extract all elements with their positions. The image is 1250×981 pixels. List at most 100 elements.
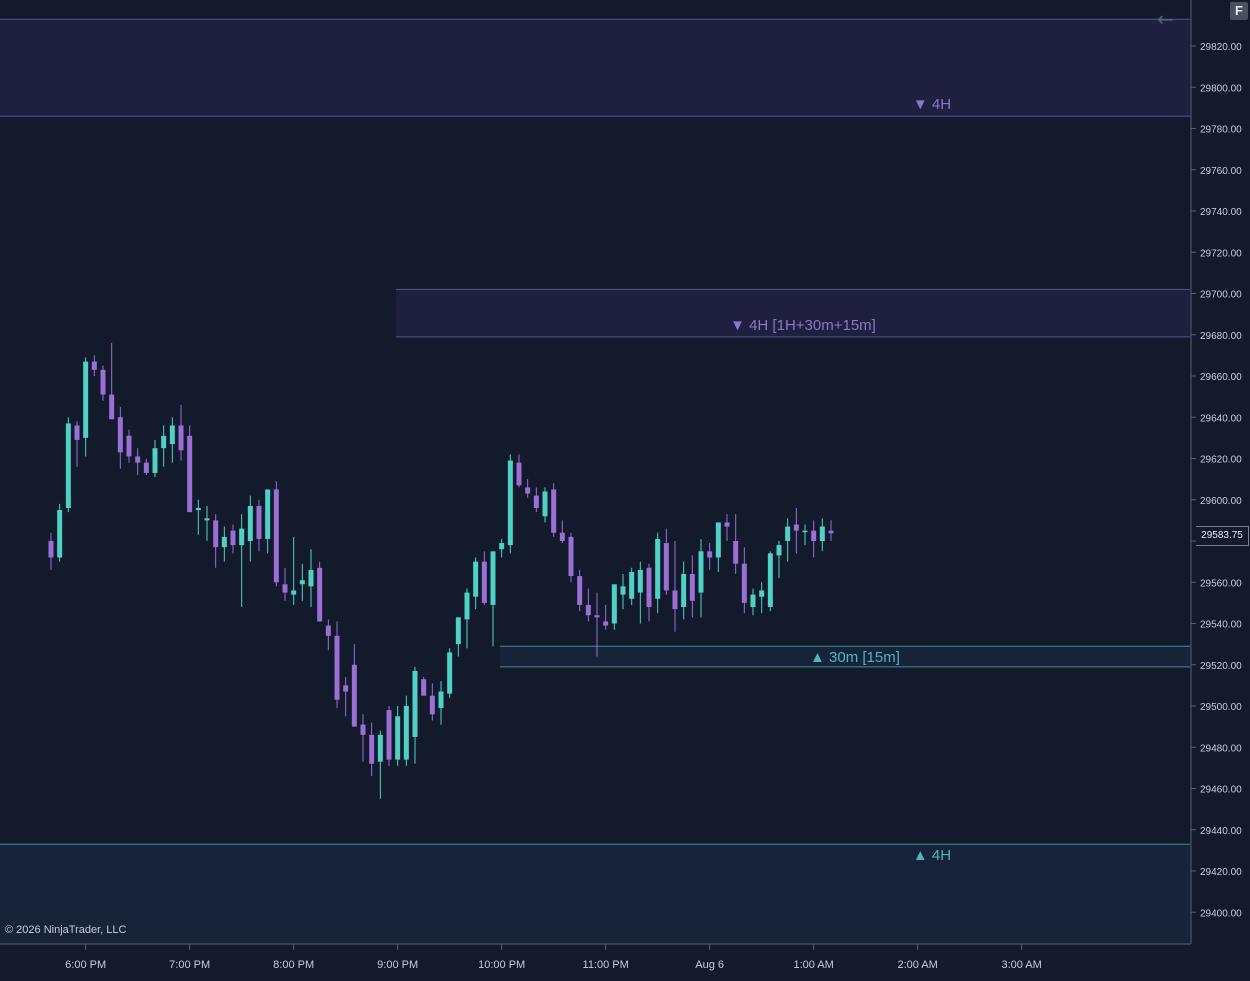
candle[interactable] [195,499,201,535]
candle[interactable] [759,582,765,614]
candle[interactable] [507,454,513,554]
candle[interactable] [343,677,349,717]
candle-body [490,551,496,605]
candle[interactable] [819,518,825,552]
candle-body [741,563,747,603]
candle[interactable] [559,520,565,544]
candle[interactable] [603,604,609,630]
candle[interactable] [360,714,366,762]
candle[interactable] [273,481,279,587]
candle[interactable] [672,541,678,632]
candle[interactable] [265,489,271,554]
candle[interactable] [438,681,444,725]
candle[interactable] [161,425,167,467]
candle[interactable] [308,549,314,607]
candle[interactable] [412,666,418,764]
candle[interactable] [91,355,97,376]
candle[interactable] [299,563,305,601]
candle[interactable] [542,487,548,523]
candle[interactable] [698,538,704,618]
candle[interactable] [455,617,461,657]
candle[interactable] [802,524,808,546]
candle[interactable] [681,561,687,620]
candle[interactable] [568,532,574,583]
candle[interactable] [204,505,210,541]
candle[interactable] [733,514,739,574]
candle[interactable] [256,499,262,552]
candle[interactable] [750,588,756,616]
candle[interactable] [143,458,149,476]
candle-body [299,580,305,585]
candle[interactable] [135,448,141,475]
candle[interactable] [785,518,791,562]
candle[interactable] [767,551,773,612]
candle[interactable] [741,547,747,614]
candle[interactable] [369,722,375,777]
candle[interactable] [481,551,487,605]
candle[interactable] [429,683,435,721]
candle[interactable] [83,357,89,457]
candle[interactable] [213,514,219,568]
candle[interactable] [646,563,652,622]
left-arrow-icon[interactable]: ← [1157,7,1174,31]
candle[interactable] [282,567,288,601]
candle[interactable] [793,508,799,554]
candle[interactable] [490,551,496,647]
candle[interactable] [403,695,409,766]
candle[interactable] [65,417,71,513]
candle[interactable] [421,677,427,696]
candle[interactable] [611,584,617,630]
candle[interactable] [594,592,600,657]
candle[interactable] [100,365,106,401]
candle[interactable] [247,495,253,562]
candle[interactable] [516,454,522,488]
candle[interactable] [629,567,635,605]
candle[interactable] [447,648,453,698]
candle[interactable] [499,538,505,558]
candle[interactable] [724,514,730,541]
candle[interactable] [663,528,669,595]
candle[interactable] [395,706,401,766]
candle[interactable] [577,569,583,612]
candle[interactable] [109,343,115,420]
candle[interactable] [169,417,175,463]
candle[interactable] [377,730,383,799]
candle[interactable] [585,588,591,622]
candle[interactable] [221,526,227,562]
candle[interactable] [187,425,193,513]
f-button[interactable]: F [1230,2,1248,20]
candle[interactable] [239,514,245,607]
candle[interactable] [351,644,357,727]
candle[interactable] [464,588,470,649]
candle[interactable] [473,557,479,610]
candle[interactable] [126,429,132,463]
candle[interactable] [637,561,643,624]
candle[interactable] [325,619,331,651]
candle[interactable] [386,706,392,766]
candle[interactable] [620,574,626,610]
candle[interactable] [707,543,713,570]
candle[interactable] [715,522,721,572]
candle[interactable] [828,520,834,541]
candle[interactable] [655,532,661,614]
candle[interactable] [230,524,236,554]
candle[interactable] [533,487,539,513]
candle[interactable] [152,439,158,478]
candle[interactable] [291,536,297,605]
candle[interactable] [811,520,817,558]
candle[interactable] [334,621,340,709]
candle[interactable] [117,406,123,469]
candle[interactable] [48,532,54,570]
candle[interactable] [74,421,80,467]
candle[interactable] [551,483,557,537]
candle-body [776,545,782,556]
price-tick-label: 29700.00 [1200,290,1242,301]
candle[interactable] [525,479,531,498]
candle[interactable] [317,561,323,622]
candle[interactable] [178,404,184,461]
candle[interactable] [776,541,782,579]
candle[interactable] [57,503,63,562]
candle[interactable] [689,555,695,618]
